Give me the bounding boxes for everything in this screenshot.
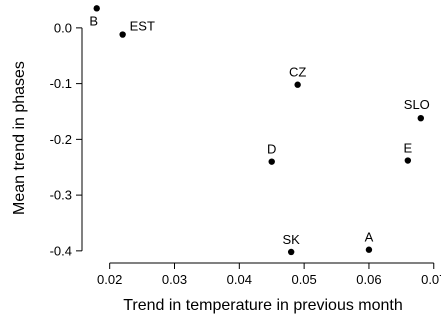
data-point-e bbox=[404, 157, 412, 164]
data-point-label: SK bbox=[282, 232, 300, 247]
data-point-b bbox=[93, 5, 100, 12]
data-points: B EST CZ SLO D E SK A bbox=[89, 5, 430, 256]
x-tick-label: 0.03 bbox=[162, 272, 187, 287]
x-tick-label: 0.02 bbox=[97, 272, 122, 287]
x-axis-title: Trend in temperature in previous month bbox=[123, 297, 403, 314]
x-axis: 0.02 0.03 0.04 0.05 0.06 0.07 bbox=[97, 262, 441, 287]
y-axis-title: Mean trend in phases bbox=[11, 61, 28, 215]
y-axis: 0.0 -0.1 -0.2 -0.3 -0.4 bbox=[50, 20, 83, 258]
data-point-label: SLO bbox=[404, 97, 430, 112]
x-tick-label: 0.07 bbox=[421, 272, 441, 287]
y-tick-label: -0.1 bbox=[50, 76, 72, 91]
data-point-label: D bbox=[267, 142, 276, 157]
y-tick-label: -0.4 bbox=[50, 243, 72, 258]
y-tick-label: -0.2 bbox=[50, 132, 72, 147]
data-point-label: EST bbox=[130, 19, 155, 34]
data-point-sk bbox=[287, 248, 295, 256]
y-tick-label: -0.3 bbox=[50, 188, 72, 203]
x-tick-label: 0.06 bbox=[356, 272, 381, 287]
data-point-a bbox=[365, 246, 373, 253]
data-point-label: B bbox=[89, 13, 98, 28]
data-point-label: CZ bbox=[289, 65, 306, 80]
data-point-d bbox=[268, 158, 275, 165]
data-point-label: E bbox=[403, 141, 412, 156]
x-tick-label: 0.04 bbox=[227, 272, 252, 287]
data-point-cz bbox=[294, 81, 301, 88]
x-tick-label: 0.05 bbox=[291, 272, 316, 287]
data-point-label: A bbox=[365, 230, 374, 245]
data-point-est bbox=[119, 31, 126, 38]
data-point-slo bbox=[417, 114, 424, 122]
y-tick-label: 0.0 bbox=[54, 20, 72, 35]
